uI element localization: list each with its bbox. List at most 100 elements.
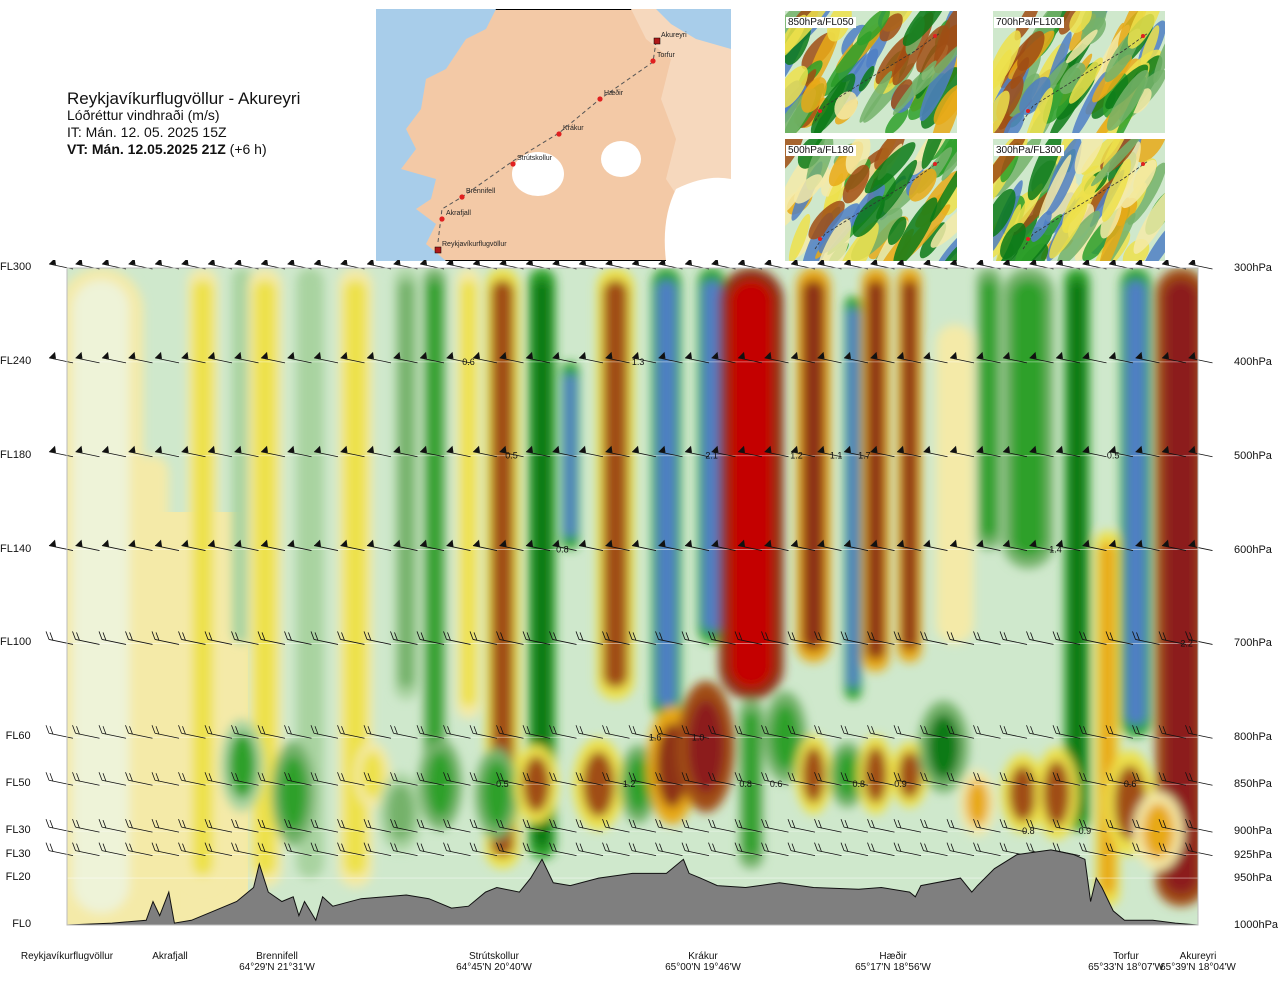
level-label-left: FL50 bbox=[5, 777, 31, 790]
wind-barb bbox=[72, 631, 100, 645]
wind-barb bbox=[181, 351, 206, 364]
wind-barb bbox=[98, 631, 127, 645]
level-label-left: FL180 bbox=[0, 448, 32, 461]
wind-barb bbox=[1135, 445, 1160, 458]
map-sea-north bbox=[656, 9, 731, 49]
wind-barb bbox=[101, 351, 127, 364]
x-station-label: Brennifell 64°29'N 21°31'W bbox=[234, 951, 321, 973]
mini-map-field bbox=[977, 0, 1175, 165]
wind-barb bbox=[72, 772, 100, 786]
wind-barb bbox=[578, 539, 604, 551]
wind-barb bbox=[1132, 842, 1160, 856]
x-station-name: Torfur bbox=[1113, 951, 1139, 962]
wind-barb bbox=[949, 539, 975, 551]
wind-barb bbox=[154, 539, 180, 551]
wind-barb bbox=[393, 539, 418, 551]
wind-barb bbox=[843, 539, 869, 551]
wind-barb bbox=[257, 725, 286, 739]
wind-barb bbox=[340, 539, 365, 551]
wind-barb bbox=[472, 445, 498, 458]
wind-barb bbox=[101, 445, 127, 458]
wind-barb bbox=[790, 445, 816, 458]
wind-barb bbox=[1002, 539, 1028, 551]
wind-barb bbox=[310, 772, 339, 786]
wind-barb bbox=[787, 842, 816, 856]
wind-barb bbox=[1132, 725, 1160, 739]
wind-barb bbox=[390, 819, 418, 833]
wind-barb bbox=[787, 772, 816, 786]
wind-barb bbox=[1188, 260, 1213, 270]
wind-barb bbox=[817, 445, 842, 458]
wind-barb bbox=[45, 772, 74, 786]
wind-barb bbox=[867, 631, 895, 645]
x-station-name: Hæðir bbox=[879, 951, 907, 962]
wind-barb bbox=[1158, 772, 1187, 786]
wind-barb bbox=[602, 725, 630, 739]
wind-barb bbox=[549, 725, 577, 739]
map-station-marker bbox=[650, 58, 656, 64]
wind-barb bbox=[390, 725, 418, 739]
wind-barb bbox=[522, 772, 551, 786]
wind-barb bbox=[840, 631, 869, 645]
wind-barb bbox=[761, 842, 789, 856]
field-cell bbox=[898, 751, 921, 799]
wind-barb bbox=[363, 819, 392, 833]
wind-barb bbox=[628, 631, 657, 645]
wind-barb bbox=[1055, 351, 1081, 364]
wind-barb bbox=[973, 819, 1001, 833]
wind-barb bbox=[896, 351, 922, 364]
wind-barb bbox=[1135, 351, 1160, 364]
wind-barb bbox=[1158, 725, 1187, 739]
value-label: 0.8 bbox=[852, 779, 865, 789]
wind-barb bbox=[761, 631, 789, 645]
wind-barb bbox=[1108, 445, 1134, 458]
wind-barb bbox=[1108, 539, 1134, 551]
wind-barb bbox=[999, 772, 1028, 786]
wind-barb bbox=[552, 351, 577, 364]
field-band bbox=[344, 280, 367, 876]
level-label-left: FL0 bbox=[12, 918, 32, 930]
level-label-left: FL60 bbox=[5, 730, 31, 743]
wind-barb bbox=[128, 539, 153, 551]
wind-barb bbox=[734, 631, 763, 645]
wind-barb bbox=[734, 725, 763, 739]
wind-barb bbox=[496, 819, 524, 833]
x-station-label: Strútskollur 64°45'N 20°40'W bbox=[451, 951, 538, 973]
x-station-name: Akureyri bbox=[1179, 951, 1217, 962]
wind-barb bbox=[1026, 725, 1054, 739]
wind-barb bbox=[734, 842, 763, 856]
map-glacier-langjokull bbox=[512, 152, 564, 196]
wind-barb bbox=[204, 842, 233, 856]
wind-barb bbox=[340, 445, 365, 458]
wind-barb bbox=[1002, 351, 1028, 364]
wind-barb bbox=[605, 539, 630, 551]
wind-barb bbox=[204, 819, 233, 833]
valid-time-offset: (+6 h) bbox=[229, 141, 267, 157]
wind-barb bbox=[1161, 351, 1187, 364]
map-station-marker bbox=[556, 131, 562, 137]
wind-barb bbox=[1052, 772, 1081, 786]
field-band bbox=[802, 280, 825, 651]
map-station-label: Akureyri bbox=[661, 32, 687, 39]
route-line bbox=[437, 41, 657, 243]
wind-barb bbox=[655, 725, 683, 739]
value-label: 0.8 bbox=[739, 779, 752, 789]
wind-barb bbox=[499, 351, 524, 364]
wind-barb bbox=[761, 819, 789, 833]
wind-barb bbox=[234, 539, 259, 551]
value-label: 0.6 bbox=[1124, 779, 1137, 789]
route-map: Reykjavíkurflugvöllur Akrafjall Brennifell… bbox=[376, 9, 731, 261]
wind-barb bbox=[393, 351, 418, 364]
value-label: 0.5 bbox=[505, 451, 518, 461]
field-cell bbox=[361, 751, 384, 799]
wind-barb bbox=[231, 631, 259, 645]
wind-barb bbox=[45, 819, 74, 833]
level-label-left: FL20 bbox=[5, 871, 31, 884]
wind-barb bbox=[48, 351, 74, 364]
field-band bbox=[192, 280, 213, 876]
x-station-label: Torfur 65°33'N 18°07'W bbox=[1083, 951, 1170, 973]
map-station-label: Torfur bbox=[657, 52, 676, 59]
wind-barb bbox=[363, 631, 392, 645]
wind-barb bbox=[787, 631, 816, 645]
value-label: 0.8 bbox=[1022, 826, 1035, 836]
